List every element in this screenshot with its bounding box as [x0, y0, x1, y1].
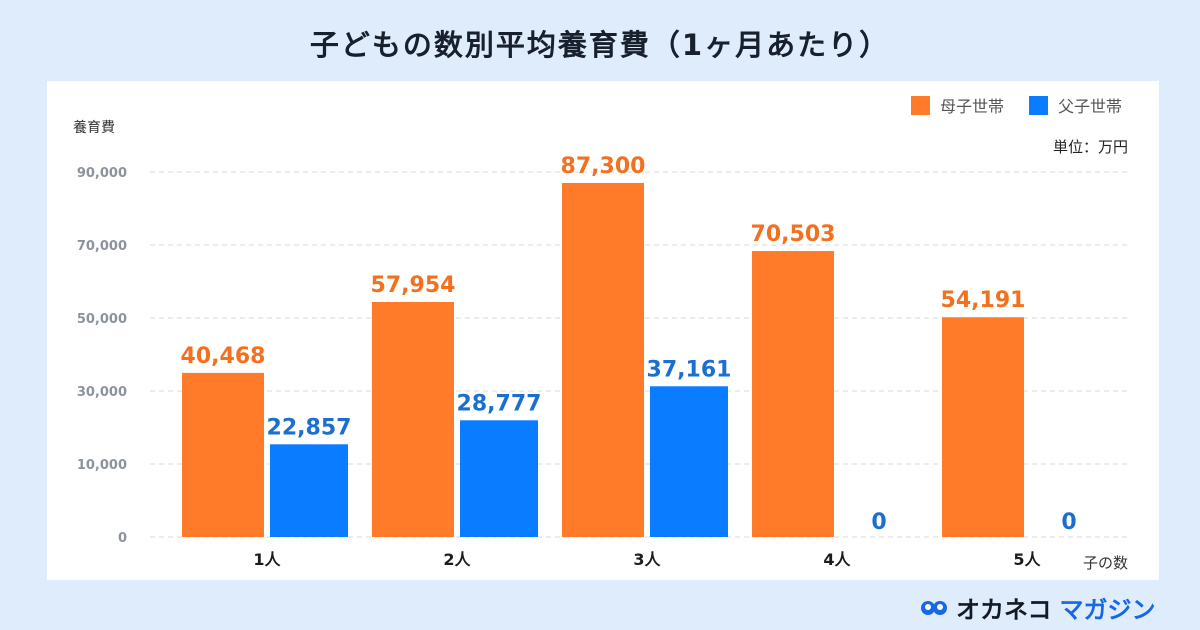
legend-swatch-2	[1029, 96, 1048, 115]
chart-title: 子どもの数別平均養育費（1ヶ月あたり）	[309, 28, 891, 62]
bar-father	[270, 444, 348, 537]
x-tick-label: 4人	[823, 550, 851, 569]
legend-label-2: 父子世帯	[1058, 97, 1122, 116]
bar-father	[650, 386, 728, 537]
y-tick-label: 50,000	[77, 312, 127, 327]
data-label: 40,468	[181, 344, 266, 369]
data-label: 70,503	[751, 222, 836, 247]
unit-note: 単位：万円	[1053, 138, 1128, 156]
data-label: 22,857	[267, 415, 352, 440]
y-axis-label: 養育費	[73, 119, 115, 136]
data-label: 0	[1061, 510, 1076, 535]
data-label: 0	[871, 510, 886, 535]
logo-text-magazine: マガジン	[1059, 596, 1156, 624]
bar-father	[460, 420, 538, 537]
y-tick-label: 0	[118, 531, 127, 546]
logo-text-okaneko: オカネコ	[956, 596, 1052, 624]
y-tick-label: 90,000	[77, 166, 127, 181]
bar-mother	[942, 317, 1024, 537]
data-label: 28,777	[457, 391, 542, 416]
data-label: 57,954	[371, 273, 456, 298]
x-tick-label: 3人	[633, 550, 661, 569]
bar-mother	[372, 301, 454, 537]
bar-mother	[752, 251, 834, 537]
data-label: 54,191	[941, 288, 1026, 313]
y-tick-label: 10,000	[77, 458, 127, 473]
bar-mother	[182, 372, 264, 537]
x-axis-label: 子の数	[1083, 554, 1128, 572]
x-tick-label: 5人	[1013, 550, 1041, 569]
legend-swatch-1	[911, 96, 930, 115]
data-label: 37,161	[647, 357, 732, 382]
bar-mother	[562, 182, 644, 537]
y-tick-label: 30,000	[77, 385, 127, 400]
brand-logo: オカネコ マガジン	[920, 590, 1156, 625]
x-tick-label: 1人	[253, 550, 281, 569]
x-tick-label: 2人	[443, 550, 471, 569]
legend-label-1: 母子世帯	[940, 97, 1004, 116]
y-tick-label: 70,000	[77, 239, 127, 254]
okaneko-logo-icon	[921, 600, 947, 615]
data-label: 87,300	[561, 154, 646, 179]
